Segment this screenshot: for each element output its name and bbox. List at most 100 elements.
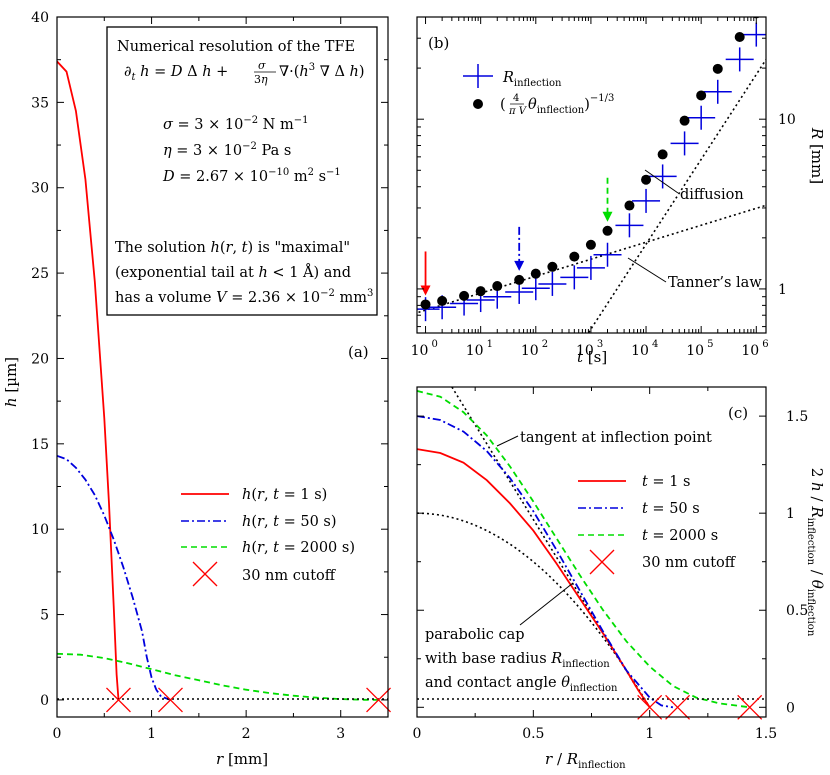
panel-b-point-theta bbox=[602, 225, 613, 236]
panel-b-xtick-0: 10 bbox=[411, 343, 429, 359]
panel-a-ytick-5: 5 bbox=[40, 608, 49, 624]
panel-a-ytick-15: 15 bbox=[31, 437, 49, 453]
panel-b-ytick-1: 1 bbox=[778, 282, 787, 298]
legend-a-2000s: h(r, t = 2000 s) bbox=[242, 540, 355, 556]
info-diffusion: D = 2.67 × 10−10 m2 s−1 bbox=[162, 167, 341, 185]
panel-b-point-theta bbox=[437, 295, 448, 306]
panel-b-point-rinflection bbox=[725, 47, 754, 72]
panel-b-point-theta bbox=[624, 200, 635, 211]
panel-b-point-theta bbox=[679, 115, 690, 126]
panel-a-cutoff-marker bbox=[366, 687, 392, 713]
panel-a-label: (a) bbox=[348, 343, 369, 361]
annotation-parabolic: parabolic cap with base radius Rinflecti… bbox=[425, 582, 618, 694]
panel-b-point-rinflection bbox=[538, 271, 567, 296]
annotation-diffusion-pointer bbox=[644, 169, 679, 194]
panel-b-point-rinflection bbox=[576, 255, 605, 280]
panel-c-ylabel: 2 h / Rinflection / θinflection bbox=[805, 468, 826, 637]
panel-b-point-rinflection bbox=[687, 105, 716, 130]
panel-c-ytick-0-5: 0.5 bbox=[786, 603, 808, 619]
panel-c-series-t-50-s bbox=[417, 415, 674, 709]
info-box-text: Numerical resolution of the TFE ∂t h = D… bbox=[115, 39, 373, 306]
panel-a-xtick-2: 2 bbox=[242, 726, 251, 742]
panel-c: 0 0.5 1 1.5 0 0.5 1 1.5 r / Rinflection 2 h / R… bbox=[413, 386, 826, 771]
panel-b-point-rinflection bbox=[670, 131, 699, 156]
info-solution-1: The solution h(r, t) is "maximal" bbox=[115, 240, 350, 256]
panel-b-xtick-exp-3: 3 bbox=[597, 339, 603, 350]
panel-b-xtick-5: 10 bbox=[686, 343, 704, 359]
panel-b-point-rinflection bbox=[560, 265, 589, 290]
panel-b-point-theta bbox=[530, 268, 541, 279]
legend-b-theta: ( bbox=[500, 97, 506, 113]
panel-a-ytick-0: 0 bbox=[40, 693, 49, 709]
legend-a-cutoff-marker bbox=[192, 561, 218, 587]
legend-b-plus-marker bbox=[463, 64, 493, 88]
info-title: Numerical resolution of the TFE bbox=[117, 39, 355, 55]
annotation-tangent-pointer bbox=[496, 435, 519, 447]
panel-a-ylabel: h [µm] bbox=[2, 357, 20, 407]
panel-c-xtick-0: 0 bbox=[413, 726, 422, 742]
legend-a-50s: h(r, t = 50 s) bbox=[242, 514, 337, 530]
panel-b-point-theta bbox=[459, 290, 470, 301]
panel-b-xtick-exp-4: 4 bbox=[652, 339, 658, 350]
time-arrow-1 bbox=[420, 251, 431, 296]
info-eta: η = 3 × 10−2 Pa s bbox=[163, 141, 291, 159]
panel-a-series-h-r-t-1-s bbox=[57, 60, 120, 700]
panel-b-xtick-6: 10 bbox=[741, 343, 759, 359]
svg-text:4: 4 bbox=[513, 93, 519, 104]
panel-c-xlabel: r / Rinflection bbox=[545, 750, 626, 771]
panel-c-xtick-0-5: 0.5 bbox=[522, 726, 544, 742]
svg-text:3η: 3η bbox=[254, 73, 268, 86]
panel-b-label: (b) bbox=[428, 34, 449, 52]
info-solution-3: has a volume V = 2.36 × 10−2 mm3 bbox=[115, 288, 373, 306]
panel-b-xtick-exp-0: 0 bbox=[432, 339, 438, 350]
panel-c-series-t-2000-s bbox=[417, 390, 750, 709]
annotation-parabolic-1: parabolic cap bbox=[425, 627, 525, 643]
panel-c-cutoff-marker bbox=[637, 694, 663, 720]
panel-b-xtick-4: 10 bbox=[631, 343, 649, 359]
panel-c-ytick-1-5: 1.5 bbox=[786, 409, 808, 425]
panel-a-xtick-3: 3 bbox=[336, 726, 345, 742]
legend-c-1s: t = 1 s bbox=[642, 474, 690, 490]
annotation-tanner-pointer bbox=[627, 257, 667, 283]
panel-b-xtick-1: 10 bbox=[466, 343, 484, 359]
panel-a-series-h-r-t-50-s bbox=[57, 454, 171, 701]
panel-c-cutoff-marker bbox=[665, 694, 691, 720]
panel-b-point-theta bbox=[641, 174, 652, 185]
fit-line-diffusion bbox=[587, 58, 766, 333]
panel-c-ytick-1: 1 bbox=[786, 506, 795, 522]
panel-a-ytick-10: 10 bbox=[31, 522, 49, 538]
panel-b-xtick-exp-2: 2 bbox=[542, 339, 548, 350]
time-arrow-2000 bbox=[602, 177, 613, 222]
panel-a-series-h-r-t-2000-s bbox=[57, 652, 379, 701]
info-box bbox=[106, 26, 378, 316]
panel-b-point-theta bbox=[569, 251, 580, 262]
panel-b-point-theta bbox=[696, 90, 707, 101]
annotation-parabolic-2: with base radius Rinflection bbox=[425, 651, 610, 670]
panel-b-ytick-10: 10 bbox=[778, 112, 796, 128]
panel-a-ytick-35: 35 bbox=[31, 95, 49, 111]
panel-b-point-theta bbox=[585, 239, 596, 250]
info-solution-2: (exponential tail at h < 1 Å) and bbox=[115, 263, 351, 281]
svg-text:∇·(h3 ∇ Δ h): ∇·(h3 ∇ Δ h) bbox=[279, 62, 365, 80]
panel-b-point-theta bbox=[492, 281, 503, 292]
panel-b-xlabel: t [s] bbox=[577, 348, 607, 366]
svg-text:π V: π V bbox=[508, 106, 528, 117]
panel-c-ytick-0: 0 bbox=[786, 700, 795, 716]
panel-b-xtick-2: 10 bbox=[521, 343, 539, 359]
annotation-diffusion: diffusion bbox=[680, 187, 744, 203]
panel-b-point-rinflection bbox=[521, 276, 550, 301]
panel-b-xtick-exp-1: 1 bbox=[487, 339, 493, 350]
panel-b-xtick-3: 10 bbox=[576, 343, 594, 359]
panel-b-xtick-exp-6: 6 bbox=[762, 339, 768, 350]
panel-a-ytick-40: 40 bbox=[31, 10, 49, 26]
time-arrow-50 bbox=[514, 226, 525, 271]
legend-c-50s: t = 50 s bbox=[642, 501, 700, 517]
panel-b-point-theta bbox=[547, 261, 558, 272]
legend-b-dot-marker bbox=[473, 99, 483, 109]
info-sigma: σ = 3 × 10−2 N m−1 bbox=[163, 115, 308, 133]
reference-parabolic-cap bbox=[417, 512, 651, 708]
panel-a-xtick-0: 0 bbox=[53, 726, 62, 742]
svg-text:θinflection)−1/3: θinflection)−1/3 bbox=[528, 93, 614, 116]
panel-a-frame bbox=[56, 16, 389, 718]
